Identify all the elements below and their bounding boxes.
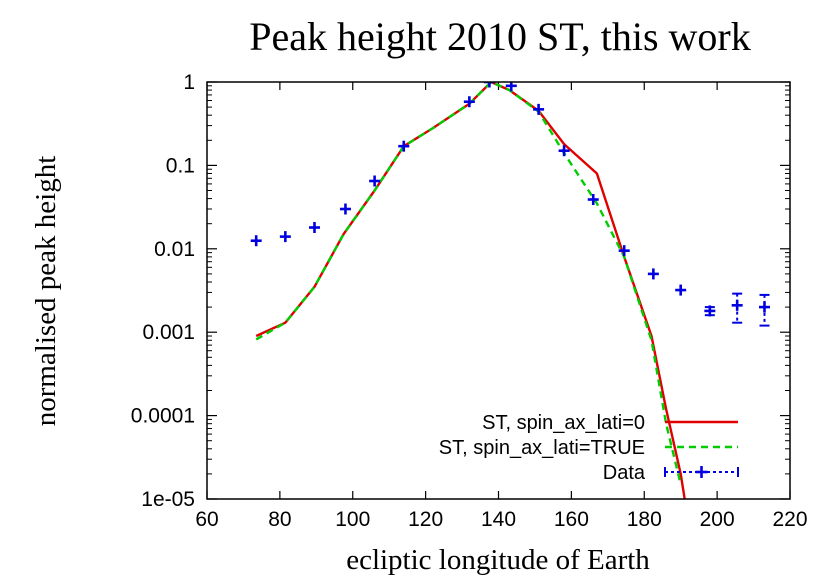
plot-frame bbox=[206, 81, 791, 500]
x-tick-label: 220 bbox=[772, 508, 807, 531]
data-point bbox=[731, 292, 743, 324]
data-point bbox=[279, 231, 291, 243]
data-point bbox=[704, 305, 716, 317]
legend-label: Data bbox=[603, 462, 646, 484]
data-point bbox=[618, 245, 630, 257]
data-point bbox=[369, 175, 381, 187]
x-tick-label: 60 bbox=[195, 508, 218, 531]
x-tick-label: 160 bbox=[554, 508, 589, 531]
y-tick-label: 0.0001 bbox=[131, 405, 195, 428]
data-point bbox=[587, 194, 599, 206]
data-point bbox=[250, 235, 262, 247]
data-point bbox=[398, 140, 410, 152]
x-tick-label: 140 bbox=[481, 508, 516, 531]
data-point bbox=[758, 293, 770, 327]
axis-ticks: 60 80 100 120 140 160 180 200 220 1 0.1 0.01 0.001 0.… bbox=[131, 71, 808, 531]
y-axis-label: normalised peak height bbox=[30, 156, 62, 427]
data-point bbox=[483, 82, 495, 88]
x-tick-label: 80 bbox=[268, 508, 291, 531]
legend-label: ST, spin_ax_lati=TRUE bbox=[439, 437, 645, 459]
x-tick-label: 200 bbox=[700, 508, 735, 531]
y-tick-label: 0.001 bbox=[142, 321, 195, 344]
y-tick-label: 0.1 bbox=[166, 154, 195, 177]
data-layer bbox=[250, 82, 770, 327]
data-point bbox=[339, 203, 351, 215]
legend-label: ST, spin_ax_lati=0 bbox=[482, 412, 645, 434]
legend: ST, spin_ax_lati=0 ST, spin_ax_lati=TRUE D… bbox=[439, 412, 739, 484]
x-tick-label: 120 bbox=[408, 508, 443, 531]
x-tick-label: 180 bbox=[627, 508, 662, 531]
data-point bbox=[533, 103, 545, 115]
data-point bbox=[463, 96, 475, 108]
data-point bbox=[308, 222, 320, 234]
data-point bbox=[675, 284, 687, 296]
y-tick-label: 1e-05 bbox=[141, 488, 195, 511]
x-axis-label: ecliptic longitude of Earth bbox=[346, 544, 650, 576]
data-point bbox=[558, 145, 570, 157]
y-tick-label: 0.01 bbox=[154, 238, 195, 261]
series-layer bbox=[255, 82, 686, 499]
x-tick-label: 100 bbox=[335, 508, 370, 531]
y-tick-label: 1 bbox=[183, 71, 195, 94]
data-point bbox=[647, 268, 659, 280]
chart-title: Peak height 2010 ST, this work bbox=[249, 14, 750, 59]
